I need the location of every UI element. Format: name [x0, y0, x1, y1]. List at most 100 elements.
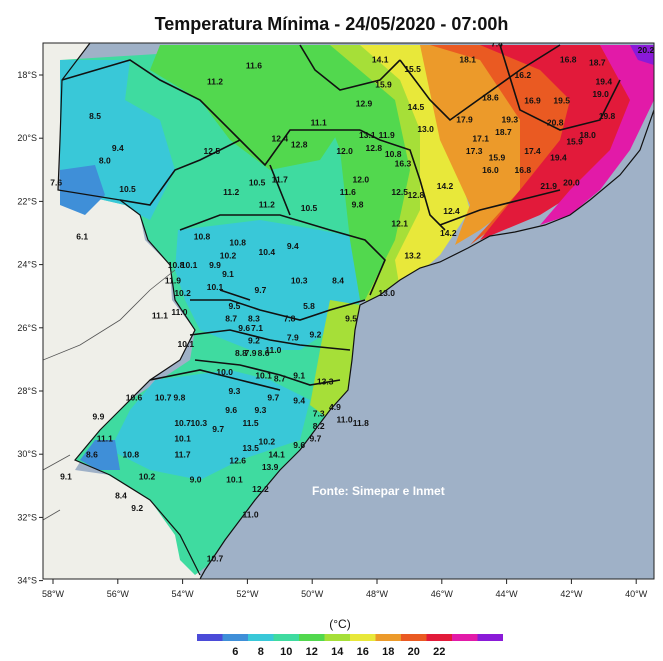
station-value: 18.7	[589, 58, 606, 68]
station-value: 8.2	[313, 421, 325, 431]
station-value: 11.2	[259, 200, 275, 210]
lat-tick-label: 26°S	[17, 323, 37, 333]
station-value: 11.9	[165, 276, 181, 286]
colorbar-segment	[324, 634, 350, 641]
colorbar-tick-label: 10	[280, 646, 292, 658]
station-value: 11.8	[353, 418, 369, 428]
station-value: 10.7	[155, 393, 172, 403]
station-value: 9.6	[238, 323, 250, 333]
station-value: 7.3	[313, 408, 325, 418]
station-value: 8.0	[99, 156, 111, 166]
station-value: 10.0	[216, 367, 233, 377]
lon-tick-label: 54°W	[172, 589, 195, 599]
station-value: 6.1	[76, 231, 88, 241]
station-value: 10.1	[174, 434, 191, 444]
station-value: 9.4	[287, 241, 299, 251]
station-value: 5.8	[303, 301, 315, 311]
temperature-field	[60, 45, 654, 579]
station-value: 4.9	[329, 402, 341, 412]
lat-tick-label: 18°S	[17, 70, 37, 80]
source-credit: Fonte: Simepar e Inmet	[312, 484, 445, 498]
station-value: 12.8	[291, 140, 308, 150]
state-borders	[61, 44, 621, 391]
colorbar-tick-label: 20	[408, 646, 420, 658]
station-value: 10.8	[168, 260, 185, 270]
station-value: 11.9	[379, 130, 395, 140]
station-value: 12.2	[252, 484, 269, 494]
station-value: 12.8	[366, 143, 383, 153]
lat-tick-label: 28°S	[17, 386, 37, 396]
colorbar-tick-label: 8	[258, 646, 264, 658]
station-value: 12.5	[391, 187, 408, 197]
lat-tick-label: 24°S	[17, 260, 37, 270]
station-value: 16.3	[395, 159, 412, 169]
station-value: 19.4	[596, 77, 613, 87]
station-value: 19.3	[502, 114, 519, 124]
station-value: 15.9	[375, 80, 392, 90]
station-value: 14.2	[437, 181, 454, 191]
station-value: 19.4	[550, 152, 567, 162]
station-value: 20.8	[547, 118, 564, 128]
station-value: 17.9	[456, 114, 473, 124]
station-value: 11.0	[337, 415, 353, 425]
station-value: 8.7	[274, 374, 286, 384]
station-value: 19.0	[592, 89, 609, 99]
station-value: 8.4	[332, 276, 344, 286]
station-value: 11.1	[311, 118, 327, 128]
lon-tick-label: 40°W	[625, 589, 648, 599]
station-value: 9.1	[222, 269, 234, 279]
station-value: 17.1	[472, 133, 489, 143]
station-value: 10.1	[255, 370, 272, 380]
station-value: 9.7	[309, 434, 321, 444]
colorbar-segment	[375, 634, 401, 641]
station-value: 11.1	[152, 310, 168, 320]
station-value: 15.5	[404, 64, 421, 74]
station-value: 7.1	[251, 323, 263, 333]
station-value: 7.9	[287, 332, 299, 342]
station-value: 14.1	[268, 449, 285, 459]
station-value: 20.2	[638, 45, 655, 55]
station-value: 9.5	[228, 301, 240, 311]
station-value: 10.8	[194, 231, 211, 241]
station-value: 10.1	[181, 260, 198, 270]
station-value: 7.9	[245, 348, 257, 358]
colorbar-tick-label: 18	[382, 646, 394, 658]
station-value: 12.6	[229, 456, 246, 466]
station-value: 11.5	[243, 418, 259, 428]
station-value: 10.3	[291, 276, 308, 286]
station-value: 12.5	[204, 146, 221, 156]
lat-tick-label: 20°S	[17, 133, 37, 143]
colorbar-unit: (°C)	[329, 617, 350, 631]
station-value: 10.5	[301, 203, 318, 213]
station-value: 11.0	[171, 307, 187, 317]
station-value: 10.1	[226, 475, 243, 485]
station-value: 9.3	[228, 386, 240, 396]
station-value: 21.9	[540, 181, 557, 191]
colorbar-segment	[426, 634, 452, 641]
station-value: 9.9	[209, 260, 221, 270]
station-value: 18.0	[579, 130, 596, 140]
station-value: 11.2	[223, 187, 239, 197]
station-value: 11.0	[243, 509, 259, 519]
lon-tick-label: 52°W	[236, 589, 259, 599]
station-value: 9.9	[92, 411, 104, 421]
station-value: 8.5	[89, 111, 101, 121]
station-value: 9.8	[173, 393, 185, 403]
station-value: 10.1	[207, 282, 224, 292]
station-value: 9.6	[293, 440, 305, 450]
station-value: 20.0	[563, 178, 580, 188]
lat-tick-label: 22°S	[17, 196, 37, 206]
station-labels: 18.77.414.115.518.1 16.8 18.720.211.611.2 1…	[50, 43, 655, 564]
station-value: 10.2	[259, 437, 276, 447]
station-value: 13.5	[242, 443, 259, 453]
station-value: 11.6	[340, 187, 356, 197]
colorbar-segment	[401, 634, 427, 641]
station-value: 15.9	[566, 137, 583, 147]
station-value: 11.7	[175, 449, 191, 459]
station-value: 7.8	[284, 314, 296, 324]
station-value: 14.5	[408, 102, 425, 112]
colorbar-tick-label: 6	[232, 646, 238, 658]
station-value: 10.2	[174, 288, 191, 298]
station-value: 12.0	[336, 146, 353, 156]
